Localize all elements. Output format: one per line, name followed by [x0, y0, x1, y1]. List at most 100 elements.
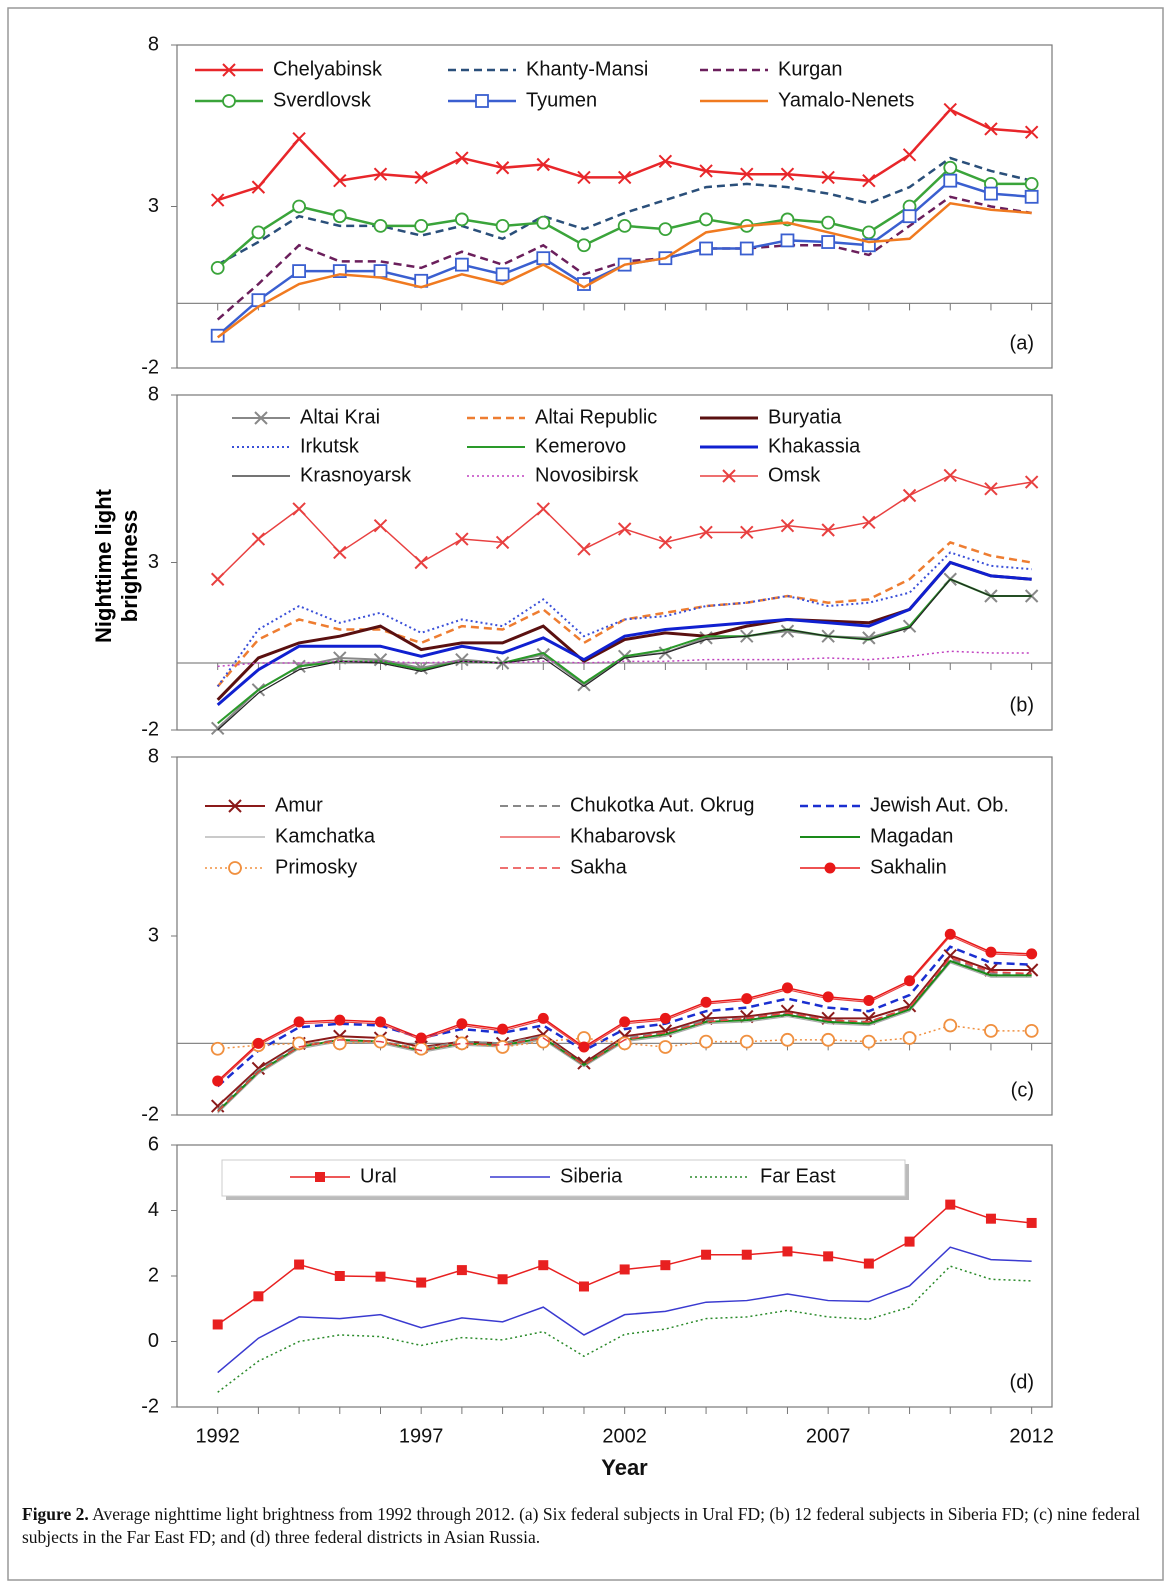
data-point — [537, 1012, 549, 1024]
data-point — [617, 218, 632, 233]
panel-label: (d) — [1010, 1371, 1034, 1393]
data-point — [455, 532, 469, 546]
data-point — [740, 167, 754, 181]
legend-label: Magadan — [870, 825, 953, 847]
data-point — [210, 328, 225, 343]
data-point — [739, 1034, 754, 1049]
data-point — [1026, 948, 1038, 960]
data-point — [577, 1056, 591, 1070]
data-point — [1024, 1023, 1039, 1038]
series-line — [217, 650, 1032, 668]
data-point — [822, 991, 834, 1003]
legend-box — [221, 1159, 906, 1197]
legend-marker — [222, 63, 236, 77]
data-point — [782, 1246, 793, 1257]
legend-label: Kurgan — [778, 58, 843, 80]
data-point — [415, 1032, 427, 1044]
data-point — [495, 535, 510, 550]
legend-label: Khakassia — [768, 435, 861, 457]
data-point — [414, 555, 428, 570]
y-tick-label: -2 — [141, 1103, 159, 1125]
data-point — [292, 264, 306, 279]
data-point — [456, 1018, 468, 1030]
data-point — [659, 1012, 671, 1024]
data-point — [658, 154, 673, 168]
data-point — [821, 1032, 836, 1047]
data-point — [577, 238, 591, 253]
series-line — [217, 474, 1032, 580]
data-point — [861, 225, 876, 240]
data-point — [252, 1037, 264, 1049]
data-point — [699, 525, 713, 540]
legend-label: Sakhalin — [870, 856, 947, 878]
data-point — [902, 488, 917, 503]
data-point — [945, 1199, 956, 1210]
data-point — [495, 161, 510, 175]
figure-border — [7, 7, 1164, 1581]
x-tick-label: 1992 — [195, 1425, 240, 1447]
data-point — [985, 1213, 996, 1224]
data-point — [375, 1271, 386, 1282]
legend-label: Primosky — [275, 856, 357, 878]
data-point — [292, 131, 306, 146]
data-point — [495, 1040, 510, 1054]
data-point — [904, 1236, 915, 1247]
data-point — [495, 267, 510, 282]
series-line — [217, 1246, 1032, 1374]
data-point — [1024, 176, 1039, 191]
data-point — [984, 122, 998, 136]
data-point — [455, 151, 469, 165]
y-tick-label: 8 — [148, 745, 159, 767]
data-point — [374, 1016, 386, 1028]
data-point — [781, 982, 793, 994]
data-point — [617, 522, 632, 536]
data-point — [984, 482, 998, 496]
data-point — [210, 572, 225, 586]
data-point — [253, 1291, 264, 1302]
y-tick-label: 8 — [148, 33, 159, 55]
data-point — [536, 215, 551, 230]
series-line — [216, 560, 1032, 707]
data-point — [861, 1034, 876, 1049]
caption-text: Average nighttime light brightness from … — [22, 1504, 1141, 1547]
legend-label: Amur — [275, 794, 323, 816]
panel-label: (a) — [1010, 332, 1034, 354]
data-point — [821, 235, 836, 249]
legend-marker — [254, 411, 268, 425]
data-point — [821, 215, 836, 230]
data-point — [373, 518, 388, 533]
data-point — [741, 993, 753, 1005]
panel-label: (b) — [1010, 694, 1034, 716]
data-point — [944, 928, 956, 940]
legend-label: Chelyabinsk — [273, 58, 383, 80]
data-point — [740, 525, 754, 540]
data-point — [578, 1041, 590, 1053]
data-point — [700, 996, 712, 1008]
x-axis-title: Year — [601, 1455, 648, 1480]
data-point — [577, 170, 591, 185]
legend-label: Altai Krai — [300, 406, 380, 428]
data-point — [699, 212, 713, 227]
data-point — [334, 1271, 345, 1281]
data-point — [1024, 189, 1039, 204]
data-point — [821, 523, 835, 537]
data-point — [455, 652, 469, 667]
data-point — [454, 212, 469, 227]
data-point — [210, 1041, 225, 1056]
data-point — [334, 1014, 346, 1026]
data-point — [292, 502, 306, 516]
data-point — [577, 542, 591, 556]
data-point — [699, 164, 713, 178]
data-point — [658, 222, 673, 237]
data-point — [454, 257, 469, 272]
data-point — [741, 1249, 752, 1260]
series-line — [217, 156, 1032, 266]
data-point — [862, 631, 876, 645]
data-point — [780, 233, 795, 248]
series-line — [216, 201, 1032, 339]
legend-label: Ural — [360, 1165, 397, 1187]
data-point — [658, 1040, 673, 1054]
series-line — [217, 956, 1032, 1112]
legend-label: Novosibirsk — [535, 464, 639, 486]
